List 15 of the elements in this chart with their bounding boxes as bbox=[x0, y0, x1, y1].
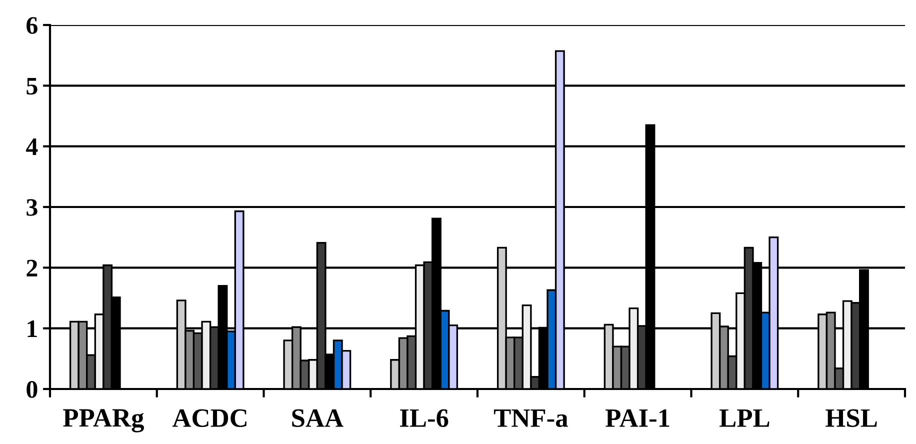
y-tick-label: 4 bbox=[26, 138, 38, 156]
y-tick-label: 6 bbox=[26, 17, 38, 34]
y-tick-label: 2 bbox=[26, 260, 38, 276]
x-tick-label: PAI-1 bbox=[606, 409, 670, 427]
y-tick-label: 5 bbox=[26, 78, 38, 95]
x-tick-label: LPL bbox=[719, 409, 770, 427]
x-tick-label: SAA bbox=[292, 409, 344, 428]
x-tick-label: PPARg bbox=[63, 409, 144, 432]
y-tick-label: 1 bbox=[28, 320, 37, 338]
x-tick-label: TNF-a bbox=[494, 409, 568, 428]
y-tick-label: 0 bbox=[26, 381, 38, 398]
y-tick-label: 3 bbox=[26, 199, 38, 216]
x-tick-label: ACDC bbox=[172, 409, 246, 428]
x-tick-label: HSL bbox=[826, 409, 877, 428]
x-tick-label: IL-6 bbox=[400, 409, 448, 428]
